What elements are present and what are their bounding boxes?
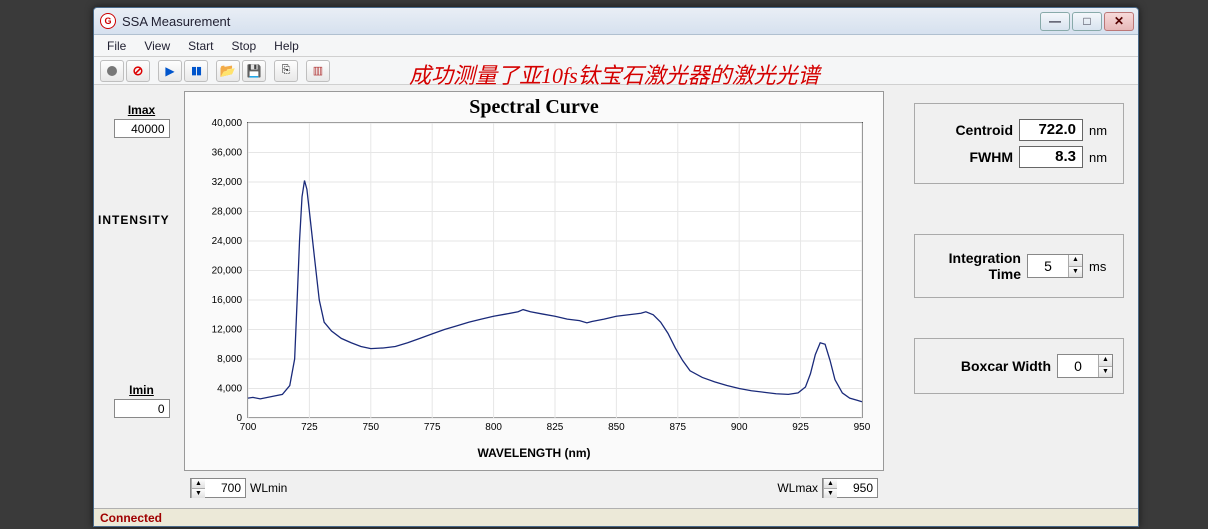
- play-icon: ▶: [165, 64, 174, 78]
- menu-help[interactable]: Help: [265, 37, 308, 55]
- titlebar[interactable]: G SSA Measurement ― □ ✕: [94, 8, 1138, 35]
- svg-text:32,000: 32,000: [212, 177, 243, 188]
- svg-text:12,000: 12,000: [212, 325, 243, 336]
- caption-buttons: ― □ ✕: [1040, 12, 1134, 31]
- export-button[interactable]: ⎘: [274, 60, 298, 82]
- svg-text:900: 900: [731, 422, 748, 433]
- svg-text:925: 925: [792, 422, 809, 433]
- centroid-unit: nm: [1089, 123, 1113, 138]
- svg-text:28,000: 28,000: [212, 206, 243, 217]
- layout-icon: ▥: [313, 64, 323, 77]
- fwhm-unit: nm: [1089, 150, 1113, 165]
- integration-time-label: Integration Time: [949, 250, 1021, 282]
- chevron-down-icon[interactable]: ▼: [823, 489, 837, 498]
- boxcar-input[interactable]: [1058, 355, 1098, 377]
- open-icon: 📂: [220, 63, 236, 79]
- app-window: G SSA Measurement ― □ ✕ File View Start …: [93, 7, 1139, 527]
- boxcar-label: Boxcar Width: [961, 358, 1051, 374]
- fwhm-label: FWHM: [969, 149, 1013, 165]
- centroid-label: Centroid: [955, 122, 1013, 138]
- centroid-value: 722.0: [1019, 119, 1083, 141]
- chevron-up-icon[interactable]: ▲: [823, 479, 837, 489]
- imax-label: Imax: [104, 103, 179, 117]
- svg-text:725: 725: [301, 422, 318, 433]
- svg-text:800: 800: [485, 422, 502, 433]
- boxcar-stepper[interactable]: ▲ ▼: [1057, 354, 1113, 378]
- boxcar-group: Boxcar Width ▲ ▼: [914, 338, 1124, 394]
- toolbar: ⊘ ▶ ▮▮ 📂 💾 ⎘ ▥ 成功测量了亚10fs钛宝石激光器的激光光谱: [94, 57, 1138, 85]
- wlmax-label: WLmax: [777, 481, 818, 495]
- chevron-up-icon[interactable]: ▲: [1068, 255, 1082, 267]
- app-icon: G: [100, 13, 116, 29]
- chevron-up-icon[interactable]: ▲: [1098, 355, 1112, 367]
- chevron-up-icon[interactable]: ▲: [191, 479, 205, 489]
- play-button[interactable]: ▶: [158, 60, 182, 82]
- wavelength-range-controls: ▲ ▼ WLmin WLmax ▲ ▼: [184, 475, 884, 501]
- pause-button[interactable]: ▮▮: [184, 60, 208, 82]
- intensity-range-controls: Imax Imin: [104, 103, 179, 138]
- layout-button[interactable]: ▥: [306, 60, 330, 82]
- integration-group: Integration Time ▲ ▼ ms: [914, 234, 1124, 298]
- save-icon: 💾: [247, 64, 262, 78]
- integration-time-input[interactable]: [1028, 255, 1068, 277]
- open-button[interactable]: 📂: [216, 60, 240, 82]
- minimize-button[interactable]: ―: [1040, 12, 1070, 31]
- x-axis-label: WAVELENGTH (nm): [185, 446, 883, 460]
- menu-stop[interactable]: Stop: [222, 37, 265, 55]
- svg-text:36,000: 36,000: [212, 147, 243, 158]
- svg-text:40,000: 40,000: [212, 118, 243, 129]
- wlmin-input[interactable]: [205, 479, 245, 497]
- chart-frame: Spectral Curve 04,0008,00012,00016,00020…: [184, 91, 884, 471]
- stop-record-button[interactable]: ⊘: [126, 60, 150, 82]
- svg-text:16,000: 16,000: [212, 295, 243, 306]
- imin-input[interactable]: [114, 399, 170, 418]
- right-panel: Centroid 722.0 nm FWHM 8.3 nm Integratio…: [914, 103, 1124, 424]
- record-button[interactable]: [100, 60, 124, 82]
- cancel-icon: ⊘: [133, 63, 144, 79]
- svg-text:775: 775: [424, 422, 441, 433]
- svg-text:700: 700: [240, 422, 257, 433]
- wlmax-stepper[interactable]: ▲ ▼: [822, 478, 878, 498]
- imin-label: Imin: [104, 383, 179, 397]
- y-axis-label: INTENSITY: [98, 213, 170, 227]
- export-icon: ⎘: [282, 64, 291, 77]
- menu-file[interactable]: File: [98, 37, 135, 55]
- svg-text:850: 850: [608, 422, 625, 433]
- window-title: SSA Measurement: [122, 14, 1040, 29]
- svg-text:825: 825: [547, 422, 564, 433]
- svg-text:875: 875: [669, 422, 686, 433]
- imax-input[interactable]: [114, 119, 170, 138]
- svg-text:950: 950: [854, 422, 871, 433]
- menubar: File View Start Stop Help: [94, 35, 1138, 57]
- chevron-down-icon[interactable]: ▼: [1068, 267, 1082, 278]
- statusbar: Connected: [94, 508, 1138, 526]
- wlmin-stepper[interactable]: ▲ ▼: [190, 478, 246, 498]
- maximize-button[interactable]: □: [1072, 12, 1102, 31]
- save-button[interactable]: 💾: [242, 60, 266, 82]
- fwhm-value: 8.3: [1019, 146, 1083, 168]
- svg-text:4,000: 4,000: [217, 384, 242, 395]
- plot-area[interactable]: 04,0008,00012,00016,00020,00024,00028,00…: [247, 122, 863, 418]
- menu-view[interactable]: View: [135, 37, 179, 55]
- chart-title: Spectral Curve: [185, 96, 883, 119]
- wlmax-input[interactable]: [837, 479, 877, 497]
- record-icon: [107, 66, 117, 76]
- spectral-curve-svg: 04,0008,00012,00016,00020,00024,00028,00…: [248, 123, 862, 418]
- wlmin-label: WLmin: [250, 481, 287, 495]
- chevron-down-icon[interactable]: ▼: [1098, 367, 1112, 378]
- chevron-down-icon[interactable]: ▼: [191, 489, 205, 498]
- pause-icon: ▮▮: [191, 64, 201, 77]
- integration-time-stepper[interactable]: ▲ ▼: [1027, 254, 1083, 278]
- svg-text:8,000: 8,000: [217, 354, 242, 365]
- integration-time-unit: ms: [1089, 259, 1113, 274]
- measurements-group: Centroid 722.0 nm FWHM 8.3 nm: [914, 103, 1124, 184]
- client-area: Imax Imin INTENSITY Spectral Curve 04,00…: [94, 85, 1138, 508]
- svg-text:750: 750: [362, 422, 379, 433]
- menu-start[interactable]: Start: [179, 37, 222, 55]
- close-button[interactable]: ✕: [1104, 12, 1134, 31]
- svg-text:20,000: 20,000: [212, 266, 243, 277]
- svg-text:24,000: 24,000: [212, 236, 243, 247]
- status-text: Connected: [100, 511, 162, 525]
